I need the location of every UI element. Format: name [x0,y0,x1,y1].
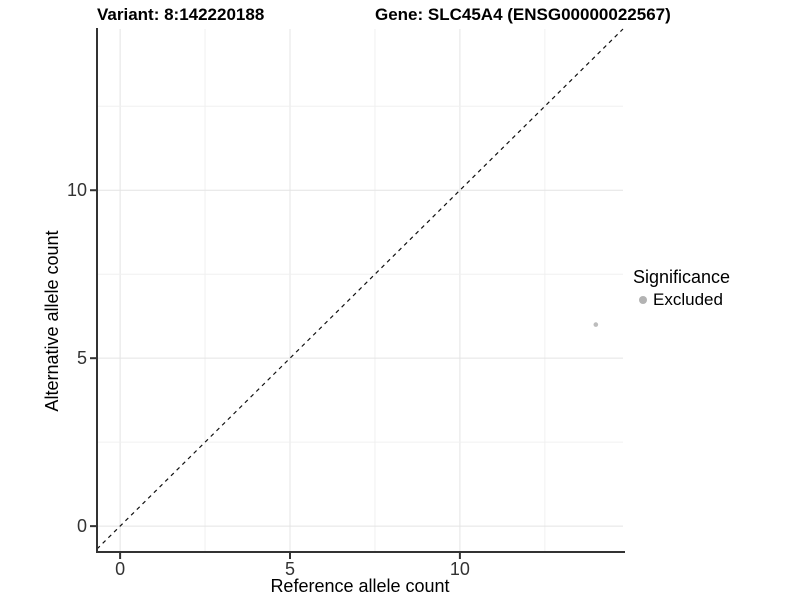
identity-dashed-line [96,28,624,550]
legend-item-label: Excluded [653,290,723,309]
legend-title: Significance [633,267,731,287]
legend-item: Excluded [639,290,730,310]
x-tick-label: 0 [115,559,125,579]
x-tick-label: 5 [285,559,295,579]
x-tick-label: 10 [450,559,470,579]
y-tick-label: 0 [77,516,87,536]
legend-items: Excluded [633,290,730,310]
variant-title: Variant: 8:142220188 [97,5,265,24]
legend-key-dot-icon [639,296,647,304]
y-axis-title: Alternative allele count [42,230,62,412]
y-tick-label: 10 [67,180,87,200]
y-tick-label: 5 [77,348,87,368]
x-axis-title: Reference allele count [270,576,450,596]
data-point [593,322,599,327]
gene-title: Gene: SLC45A4 (ENSG00000022567) [375,5,671,24]
legend: Significance Excluded [633,267,730,310]
